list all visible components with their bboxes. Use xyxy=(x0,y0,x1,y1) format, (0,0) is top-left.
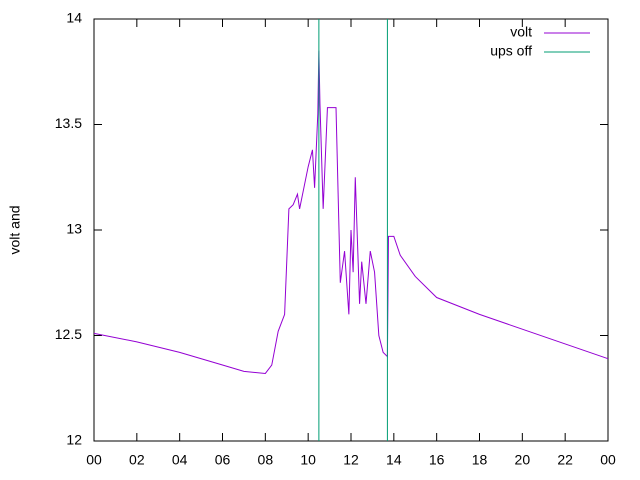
y-tick-label: 13 xyxy=(66,221,82,237)
series-line xyxy=(93,50,609,375)
x-tick-label: 12 xyxy=(343,452,359,468)
x-tick-label: 02 xyxy=(129,452,145,468)
y-tick-label: 12 xyxy=(66,432,82,448)
x-tick-label: 04 xyxy=(172,452,188,468)
x-tick-label: 06 xyxy=(215,452,231,468)
x-tick-label: 10 xyxy=(300,452,316,468)
y-tick-label: 14 xyxy=(66,10,82,26)
x-tick-label: 14 xyxy=(386,452,402,468)
x-tick-label: 08 xyxy=(258,452,274,468)
x-tick-label: 00 xyxy=(86,452,102,468)
x-tick-label: 16 xyxy=(429,452,445,468)
x-tick-label: 22 xyxy=(557,452,573,468)
legend-label: volt xyxy=(510,24,532,40)
series-line xyxy=(318,19,388,441)
x-tick-label: 00 xyxy=(600,452,616,468)
legend-label: ups off xyxy=(490,43,532,59)
x-tick-label: 20 xyxy=(515,452,531,468)
y-axis-label: volt and xyxy=(7,205,23,254)
x-tick-label: 18 xyxy=(472,452,488,468)
y-tick-label: 13.5 xyxy=(55,115,82,131)
y-tick-label: 12.5 xyxy=(55,326,82,342)
